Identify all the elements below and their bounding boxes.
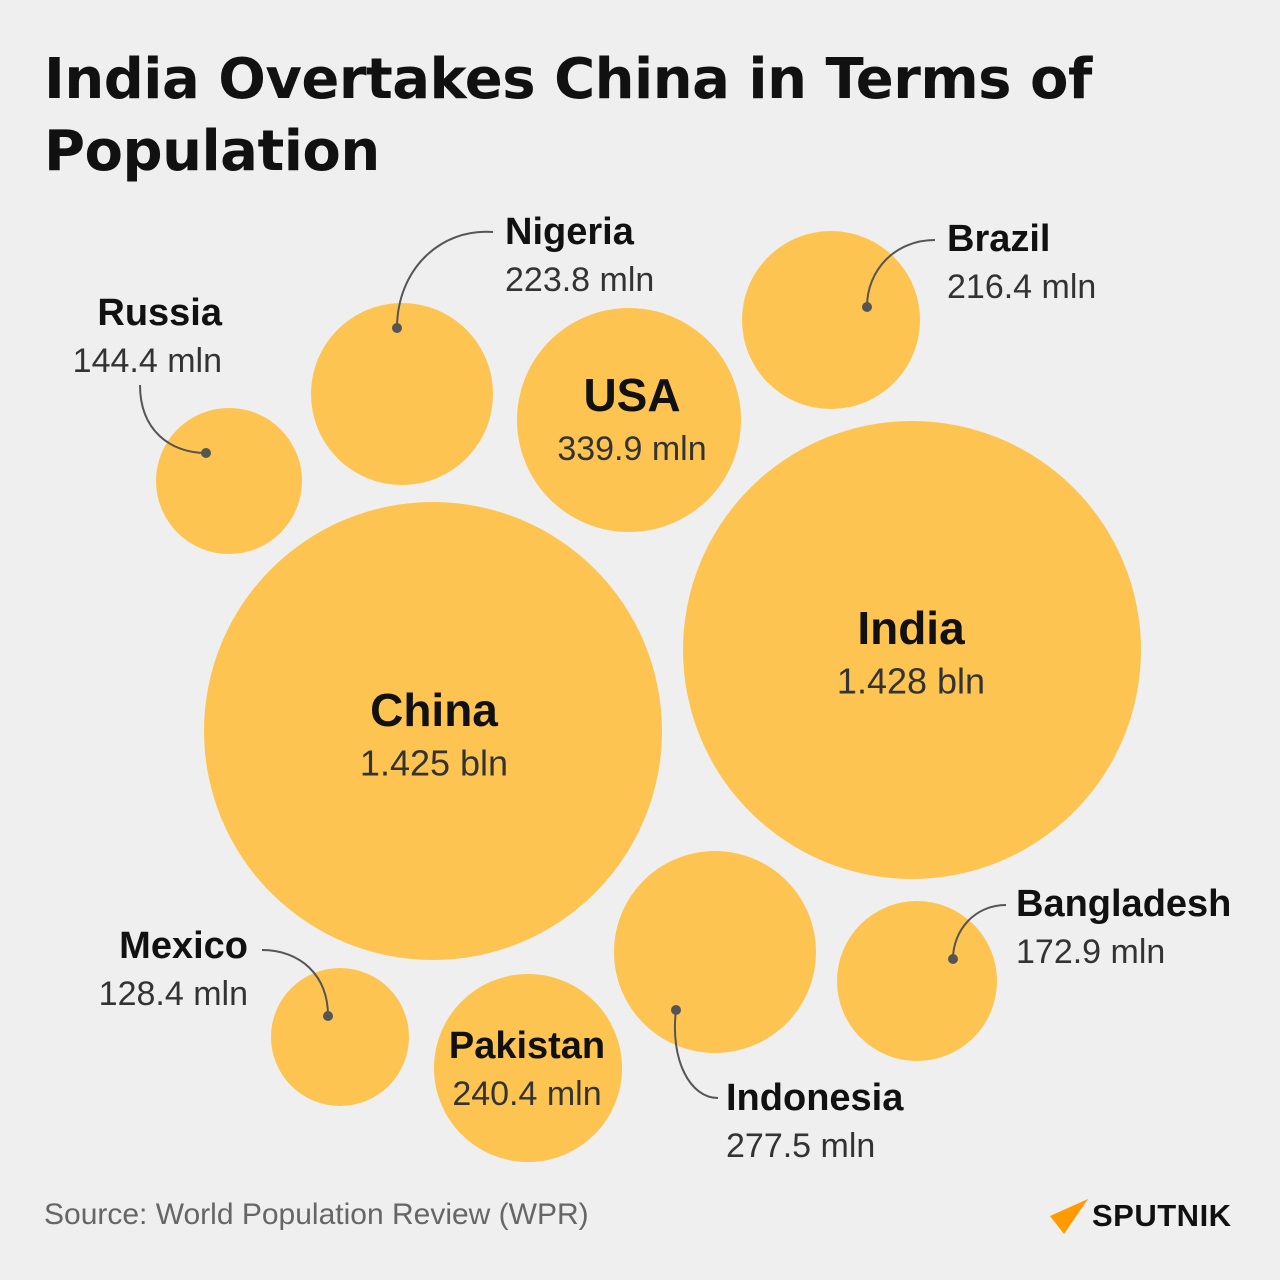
sputnik-logo: SPUTNIK [1050, 1196, 1232, 1236]
bubble-value: 144.4 mln [73, 342, 222, 380]
bubble-name: Nigeria [505, 211, 635, 253]
bubble-mexico [271, 968, 409, 1106]
bubble-name: Mexico [119, 925, 248, 967]
bubble-group-nigeria: Nigeria 223.8 mln [311, 211, 654, 485]
bubble-russia [156, 408, 302, 554]
leader-line [674, 1009, 719, 1099]
bubble-value: 240.4 mln [452, 1075, 601, 1113]
bubble-group-bangladesh: Bangladesh 172.9 mln [837, 883, 1231, 1061]
bubble-group-brazil: Brazil 216.4 mln [742, 218, 1096, 409]
bubble-group-china: China 1.425 bln [204, 502, 662, 960]
bubble-name: India [857, 602, 965, 654]
bubble-name: China [370, 684, 498, 736]
leader-dot [862, 302, 872, 312]
leader-dot [948, 954, 958, 964]
bubble-value: 277.5 mln [726, 1127, 875, 1165]
bubble-group-indonesia: Indonesia 277.5 mln [614, 851, 904, 1165]
bubble-group-pakistan: Pakistan 240.4 mln [434, 974, 622, 1162]
leader-line [866, 239, 936, 308]
bubble-value: 1.428 bln [837, 661, 985, 702]
bubble-indonesia [614, 851, 816, 1053]
bubble-name: USA [583, 369, 680, 421]
leader-line [139, 384, 207, 454]
bubble-name: Bangladesh [1016, 883, 1231, 925]
bubble-group-russia: Russia 144.4 mln [73, 292, 302, 554]
bubble-name: Pakistan [449, 1025, 605, 1067]
leader-dot [201, 448, 211, 458]
bubble-value: 172.9 mln [1016, 933, 1165, 971]
chart-title: India Overtakes China in Terms of Popula… [44, 47, 1092, 184]
bubble-nigeria [311, 303, 493, 485]
bubble-group-india: India 1.428 bln [683, 421, 1141, 879]
bubble-india [683, 421, 1141, 879]
bubble-group-usa: USA 339.9 mln [517, 308, 741, 532]
bubble-usa [517, 308, 741, 532]
bubble-china [204, 502, 662, 960]
bubble-name: Russia [97, 292, 222, 334]
bubble-value: 1.425 bln [360, 743, 508, 784]
bubble-value: 339.9 mln [557, 430, 706, 468]
leader-line [952, 904, 1007, 960]
bubble-value: 128.4 mln [99, 975, 248, 1013]
bubble-name: Brazil [947, 218, 1050, 260]
leader-dot [671, 1005, 681, 1015]
bubble-value: 216.4 mln [947, 268, 1096, 306]
bubble-pakistan [434, 974, 622, 1162]
logo-arrow-icon [1050, 1199, 1088, 1234]
leader-line [396, 230, 494, 329]
bubble-brazil [742, 231, 920, 409]
source-note: Source: World Population Review (WPR) [44, 1198, 589, 1231]
logo-text: SPUTNIK [1092, 1198, 1232, 1233]
bubble-value: 223.8 mln [505, 261, 654, 299]
leader-dot [392, 323, 402, 333]
bubble-name: Indonesia [726, 1077, 904, 1119]
leader-line [261, 949, 329, 1017]
leader-dot [323, 1011, 333, 1021]
bubble-bangladesh [837, 901, 997, 1061]
bubble-group-mexico: Mexico 128.4 mln [99, 925, 409, 1106]
